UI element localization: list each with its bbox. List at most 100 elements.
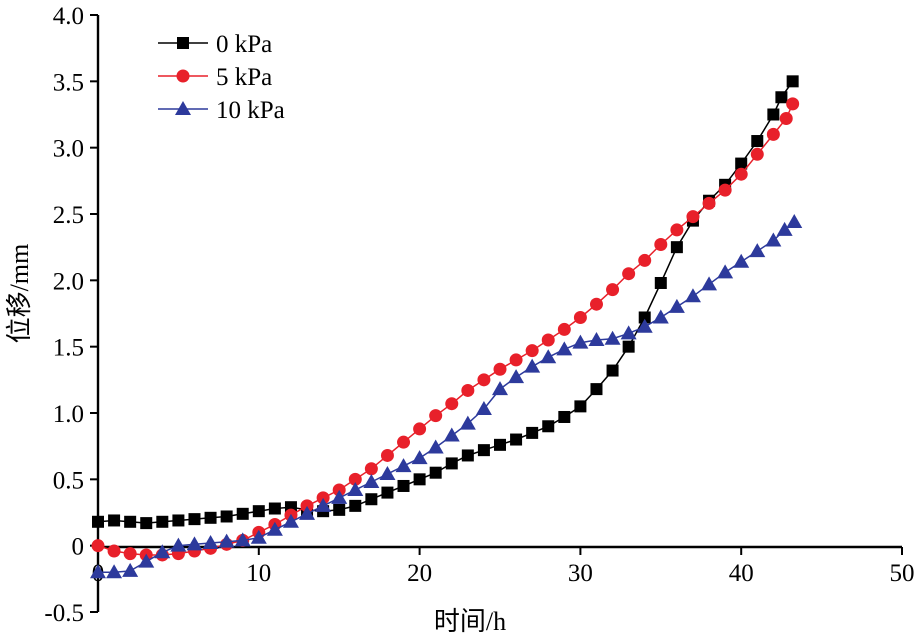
data-point	[733, 253, 750, 268]
data-point	[589, 297, 603, 311]
legend-marker	[177, 37, 189, 49]
data-point	[108, 514, 121, 527]
data-point	[509, 353, 523, 367]
data-point	[654, 238, 668, 252]
data-point	[670, 241, 683, 254]
data-point	[590, 383, 603, 396]
data-point	[670, 223, 684, 237]
y-tick-label: 1.5	[53, 335, 84, 362]
data-point	[397, 479, 410, 492]
data-point	[90, 564, 106, 579]
data-point	[236, 507, 249, 520]
data-point	[315, 497, 332, 512]
data-point	[749, 243, 766, 258]
data-point	[557, 322, 571, 336]
data-point	[459, 415, 476, 430]
data-point	[684, 288, 701, 303]
data-point	[492, 381, 508, 396]
data-point	[124, 515, 137, 528]
data-point	[170, 537, 187, 552]
data-point	[701, 276, 718, 291]
y-axis-title: 位移/mm	[5, 244, 34, 344]
data-point	[686, 210, 700, 224]
data-point	[750, 147, 764, 161]
data-point	[363, 473, 380, 488]
data-point	[702, 196, 716, 210]
data-point	[92, 515, 104, 528]
data-point	[186, 536, 203, 551]
data-point	[156, 515, 169, 528]
data-point	[775, 91, 788, 104]
data-point	[381, 486, 394, 499]
series-line	[97, 103, 794, 556]
x-tick-label: 10	[246, 560, 271, 587]
legend-label: 10 kPa	[216, 97, 285, 124]
data-point	[718, 183, 732, 197]
data-point	[140, 517, 153, 530]
data-point	[786, 97, 800, 111]
data-point	[622, 340, 635, 353]
y-tick-label: 1.0	[53, 401, 84, 428]
series-2	[90, 213, 803, 579]
data-point	[299, 505, 316, 520]
legend: 0 kPa 5 kPa 10 kPa	[158, 31, 285, 124]
data-point	[202, 535, 219, 550]
data-point	[622, 267, 636, 281]
data-point	[606, 364, 619, 377]
y-tick-label: 0.5	[53, 467, 84, 494]
data-point	[717, 264, 734, 279]
x-tick-label: 40	[729, 560, 754, 587]
data-point	[218, 533, 235, 548]
series-1	[91, 97, 800, 562]
data-point	[379, 466, 396, 481]
data-point	[572, 334, 589, 349]
legend-marker	[175, 101, 191, 115]
data-point	[188, 513, 201, 526]
data-point	[493, 362, 507, 376]
data-point	[461, 449, 474, 462]
data-point	[574, 400, 587, 413]
data-point	[766, 127, 780, 141]
data-point	[638, 253, 652, 267]
data-point	[477, 373, 491, 387]
data-point	[765, 232, 782, 247]
data-point	[413, 422, 427, 436]
data-point	[638, 311, 651, 324]
legend-marker	[176, 69, 190, 83]
data-point	[668, 298, 685, 313]
data-point	[397, 435, 411, 449]
data-point	[786, 213, 803, 228]
data-point	[107, 544, 121, 558]
x-tick-label: 50	[890, 560, 915, 587]
data-point	[443, 427, 460, 442]
data-point	[604, 330, 621, 345]
y-tick-label: 3.0	[53, 136, 84, 163]
data-point	[380, 448, 394, 462]
data-point	[138, 553, 155, 568]
data-point	[411, 450, 428, 465]
y-tick-label: 3.5	[53, 69, 84, 96]
data-point	[751, 135, 764, 148]
y-tick-label: 4.0	[53, 3, 84, 30]
data-point	[364, 462, 378, 476]
data-point	[349, 499, 362, 512]
data-point	[220, 510, 233, 523]
x-axis-title: 时间/h	[434, 607, 506, 636]
data-point	[767, 108, 780, 121]
data-point	[413, 473, 426, 486]
data-point	[786, 75, 799, 88]
y-tick-label: 2.5	[53, 202, 84, 229]
data-point	[234, 532, 251, 547]
data-point	[779, 111, 793, 125]
data-point	[588, 332, 605, 347]
data-point	[541, 333, 555, 347]
data-point	[268, 502, 281, 515]
data-point	[172, 514, 185, 527]
data-point	[573, 310, 587, 324]
data-point	[654, 276, 667, 289]
data-point	[282, 513, 299, 528]
legend-label: 5 kPa	[216, 64, 272, 91]
data-point	[776, 221, 793, 236]
